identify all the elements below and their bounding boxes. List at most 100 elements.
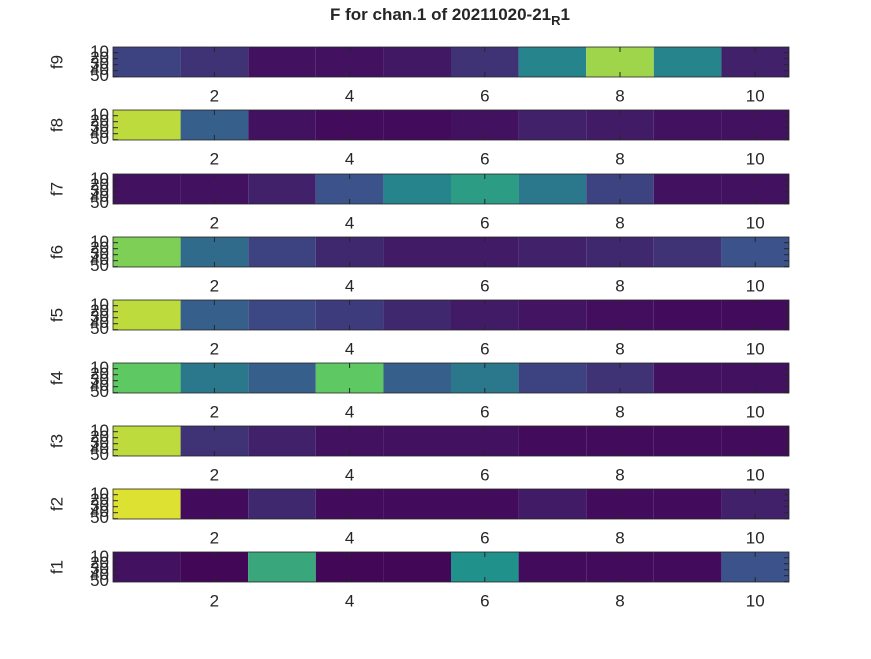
x-tick-label: 8: [615, 528, 624, 547]
y-tick-label: 10: [90, 484, 109, 503]
x-tick-label: 10: [746, 402, 765, 421]
axes-box: [112, 362, 790, 394]
y-tick-label: 30: [90, 244, 109, 263]
heatmap-cell: [248, 489, 316, 519]
y-tick-label: 10: [90, 421, 109, 440]
y-tick-label: 30: [90, 117, 109, 136]
y-axis-label: f1: [47, 560, 66, 574]
y-tick-label: 40: [90, 313, 109, 332]
y-tick-label: 40: [90, 376, 109, 395]
y-tick-label: 50: [90, 256, 109, 275]
x-tick-label: 6: [480, 86, 489, 105]
x-tick-label: 2: [210, 528, 219, 547]
heatmap-cell: [653, 47, 722, 77]
y-tick-label: 20: [90, 427, 109, 446]
axes-box: [112, 299, 790, 331]
heatmap-cell: [248, 300, 316, 330]
y-tick-label: 30: [90, 496, 109, 515]
x-tick-label: 8: [615, 402, 624, 421]
axes-box: [112, 425, 790, 457]
heatmap-cell: [518, 237, 587, 267]
y-axis-label: f9: [47, 55, 66, 69]
heatmap-cell: [113, 237, 181, 267]
y-tick-label: 40: [90, 60, 109, 79]
heatmap-cell: [113, 47, 181, 77]
y-tick-label: 40: [90, 502, 109, 521]
heatmap-cell: [248, 174, 316, 204]
x-tick-label: 2: [210, 591, 219, 610]
y-axis-label: f4: [47, 371, 66, 385]
y-tick-label: 50: [90, 319, 109, 338]
y-tick-label: 40: [90, 123, 109, 142]
x-tick-label: 8: [615, 591, 624, 610]
y-axis-label: f7: [47, 182, 66, 196]
heatmap-cell: [113, 363, 181, 393]
x-tick-label: 4: [345, 402, 354, 421]
y-tick-label: 10: [90, 105, 109, 124]
y-axis-label: f8: [47, 118, 66, 132]
x-tick-label: 10: [746, 339, 765, 358]
heatmap-cell: [653, 489, 722, 519]
y-tick-label: 40: [90, 187, 109, 206]
x-tick-label: 4: [345, 528, 354, 547]
y-tick-label: 10: [90, 358, 109, 377]
x-tick-label: 6: [480, 213, 489, 232]
x-tick-label: 4: [345, 276, 354, 295]
heatmap-cell: [653, 110, 722, 140]
y-tick-label: 20: [90, 238, 109, 257]
heatmap-cell: [383, 426, 451, 456]
x-tick-label: 8: [615, 276, 624, 295]
x-tick-label: 8: [615, 465, 624, 484]
y-tick-label: 50: [90, 508, 109, 527]
x-tick-label: 4: [345, 591, 354, 610]
x-tick-label: 6: [480, 528, 489, 547]
y-tick-label: 10: [90, 169, 109, 188]
y-tick-label: 40: [90, 250, 109, 269]
x-tick-label: 2: [210, 213, 219, 232]
y-tick-label: 10: [90, 295, 109, 314]
axes-box: [112, 551, 790, 583]
y-tick-label: 30: [90, 370, 109, 389]
heatmap-cell: [518, 552, 587, 582]
y-tick-label: 20: [90, 48, 109, 67]
y-tick-label: 10: [90, 42, 109, 61]
y-tick-label: 40: [90, 439, 109, 458]
title-main: F for chan.1 of 20211020-21: [330, 5, 551, 24]
x-tick-label: 6: [480, 149, 489, 168]
y-tick-label: 30: [90, 181, 109, 200]
heatmap-cell: [248, 552, 316, 582]
y-axis-label: f3: [47, 434, 66, 448]
x-tick-label: 6: [480, 276, 489, 295]
x-tick-label: 4: [345, 149, 354, 168]
heatmap-cell: [248, 110, 316, 140]
y-tick-label: 50: [90, 66, 109, 85]
x-tick-label: 6: [480, 591, 489, 610]
heatmap-cell: [113, 174, 181, 204]
x-tick-label: 10: [746, 276, 765, 295]
y-tick-label: 50: [90, 382, 109, 401]
x-tick-label: 10: [746, 213, 765, 232]
heatmap-cell: [113, 426, 181, 456]
y-tick-label: 20: [90, 553, 109, 572]
y-tick-label: 40: [90, 565, 109, 584]
heatmap-cell: [518, 300, 587, 330]
y-tick-label: 50: [90, 571, 109, 590]
heatmap-cell: [383, 110, 451, 140]
heatmap-cell: [113, 552, 181, 582]
axes-box: [112, 109, 790, 141]
heatmap-cell: [248, 47, 316, 77]
x-tick-label: 2: [210, 465, 219, 484]
heatmap-cell: [383, 237, 451, 267]
heatmap-cell: [653, 426, 722, 456]
axes-box: [112, 173, 790, 205]
y-tick-label: 20: [90, 175, 109, 194]
heatmap-cell: [653, 237, 722, 267]
heatmap-cell: [518, 47, 587, 77]
title-subscript: R: [551, 13, 561, 28]
heatmap-cell: [383, 174, 451, 204]
x-tick-label: 8: [615, 149, 624, 168]
y-tick-label: 20: [90, 301, 109, 320]
heatmap-cell: [653, 174, 722, 204]
